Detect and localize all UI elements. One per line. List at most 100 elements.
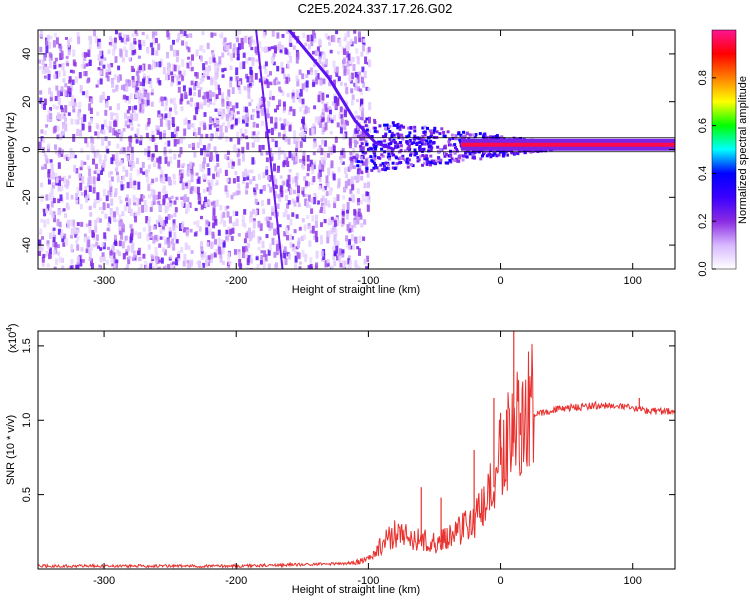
- spectrogram-cell: [318, 38, 322, 46]
- spectrogram-cell: [248, 227, 251, 235]
- spectrogram-cell: [351, 194, 355, 203]
- spectrogram-cell: [354, 236, 358, 244]
- spectrogram-cell: [199, 87, 203, 91]
- spectrogram-cell: [81, 123, 85, 131]
- spectrogram-cell: [325, 191, 329, 197]
- spectrogram-cell: [299, 88, 303, 97]
- spectrogram-cell: [196, 142, 200, 149]
- spectrogram-cell: [251, 108, 255, 113]
- spectrogram-cell: [152, 189, 156, 198]
- spectrogram-cell: [166, 72, 170, 81]
- spectrogram-cell: [126, 115, 130, 123]
- spectrogram-cell: [193, 82, 197, 91]
- spectrogram-cell: [394, 144, 398, 148]
- spectrogram-cell: [402, 125, 406, 129]
- spectrogram-cell: [227, 252, 231, 261]
- spectrogram-cell: [443, 145, 447, 149]
- spectrogram-cell: [459, 133, 463, 137]
- spectrogram-cell: [40, 182, 44, 188]
- spectrogram-cell: [202, 145, 206, 151]
- spectrogram-cell: [253, 187, 257, 193]
- x-tick-label: 0: [497, 275, 503, 287]
- spectrogram-cell: [133, 49, 137, 54]
- spectrogram-cell: [483, 132, 487, 136]
- spectrogram-cell: [109, 38, 113, 42]
- spectrogram-cell: [103, 154, 107, 162]
- spectrogram-cell: [180, 32, 184, 37]
- spectrogram-cell: [324, 63, 328, 68]
- spectrogram-cell: [180, 247, 184, 253]
- spectrogram-cell: [38, 244, 42, 251]
- spectrogram-cell: [45, 40, 49, 46]
- spectrogram-cell: [299, 148, 303, 153]
- spectrogram-cell: [283, 74, 287, 80]
- spectrogram-cell: [366, 147, 370, 151]
- spectrogram-cell: [275, 80, 279, 84]
- spectrogram-cell: [449, 154, 453, 158]
- spectrogram-cell: [156, 128, 160, 135]
- spectrogram-cell: [248, 83, 252, 87]
- spectrogram-cell: [157, 161, 161, 169]
- spectrogram-cell: [395, 162, 399, 166]
- spectrogram-cell: [105, 72, 109, 78]
- spectrogram-cell: [82, 61, 86, 65]
- spectrogram-cell: [147, 150, 151, 157]
- spectrogram-cell: [61, 236, 65, 243]
- spectrogram-cell: [253, 190, 257, 195]
- spectrogram-cell: [104, 213, 108, 219]
- spectrogram-cell: [339, 126, 343, 134]
- spectrogram-cell: [396, 142, 400, 146]
- spectrogram-cell: [473, 156, 476, 160]
- spectrogram-cell: [88, 220, 92, 227]
- spectrogram-cell: [79, 166, 83, 171]
- spectrogram-cell: [145, 169, 148, 177]
- spectrogram-cell: [486, 150, 490, 154]
- spectrogram-cell: [464, 151, 468, 155]
- spectrogram-cell: [366, 192, 370, 196]
- spectrogram-cell: [41, 101, 45, 109]
- spectrogram-cell: [295, 147, 299, 152]
- spectrogram-cell: [236, 54, 240, 61]
- spectrogram-cell: [212, 57, 216, 63]
- spectrogram-cell: [39, 97, 43, 104]
- spectrogram-cell: [146, 75, 150, 80]
- spectrogram-cell: [274, 122, 278, 129]
- spectrogram-cell: [306, 34, 310, 42]
- spectrogram-cell: [180, 201, 184, 207]
- spectrogram-cell: [85, 63, 89, 67]
- spectrogram-cell: [57, 209, 61, 216]
- spectrogram-cell: [270, 205, 274, 212]
- spectrogram-cell: [468, 152, 472, 156]
- colorbar-label: Normalized spectral amplitude: [737, 76, 749, 224]
- spectrogram-cell: [251, 58, 255, 66]
- spectrogram-cell: [351, 184, 355, 191]
- spectrogram-cell: [50, 164, 54, 171]
- spectrogram-cell: [292, 157, 296, 165]
- spectrogram-cell: [209, 100, 213, 105]
- spectrogram-cell: [84, 137, 88, 144]
- spectrogram-cell: [125, 85, 129, 92]
- spectrogram-cell: [501, 154, 505, 158]
- spectrogram-cell: [193, 115, 197, 121]
- spectrogram-cell: [361, 104, 365, 108]
- spectrogram-cell: [418, 137, 422, 141]
- spectrogram-cell: [489, 155, 493, 159]
- spectrogram-cell: [59, 132, 63, 138]
- spectrogram-cell: [46, 204, 50, 211]
- spectrogram-cell: [413, 125, 417, 129]
- spectrogram-cell: [60, 232, 64, 239]
- spectrogram-cell: [205, 220, 209, 225]
- spectrogram-cell: [287, 174, 291, 183]
- spectrogram-cell: [237, 233, 241, 237]
- spectrogram-cell: [317, 94, 321, 103]
- spectrogram-cell: [150, 201, 154, 207]
- spectrogram-cell: [219, 133, 223, 140]
- spectrogram-cell: [245, 182, 249, 189]
- spectrogram-cell: [276, 65, 280, 72]
- spectrogram-cell: [359, 74, 363, 83]
- spectrogram-cell: [350, 176, 354, 184]
- spectrogram-cell: [145, 265, 149, 269]
- spectrogram-cell: [55, 71, 59, 79]
- spectrogram-cell: [500, 135, 504, 139]
- spectrogram-cell: [219, 125, 223, 133]
